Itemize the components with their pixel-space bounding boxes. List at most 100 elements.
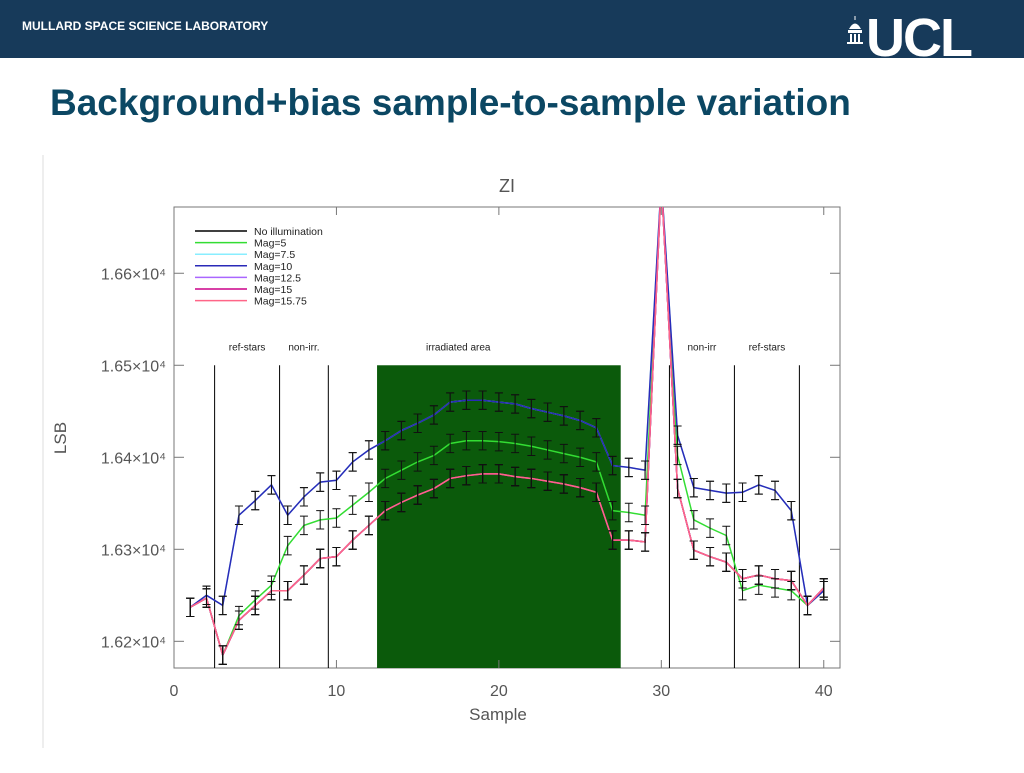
error-bar — [186, 597, 195, 617]
error-bar — [462, 390, 471, 410]
legend-label: Mag=5 — [254, 238, 287, 250]
error-bar — [787, 570, 796, 591]
error-bar — [559, 443, 568, 464]
error-bar — [511, 433, 520, 454]
error-bar — [413, 452, 422, 472]
y-tick-label: 1.65×10⁴ — [101, 358, 166, 375]
error-bar — [803, 595, 812, 616]
error-bar — [316, 472, 325, 492]
error-bar — [657, 172, 665, 190]
error-bar — [494, 431, 503, 452]
error-bar — [283, 505, 292, 525]
error-bar — [332, 508, 341, 528]
x-tick-label: 30 — [652, 683, 670, 700]
error-bar — [689, 540, 698, 560]
chart-title: ZI — [499, 176, 515, 196]
error-bar — [738, 569, 747, 589]
error-bar — [381, 468, 390, 489]
error-bar — [559, 406, 568, 426]
error-bar — [397, 460, 406, 480]
error-bar — [657, 172, 665, 190]
error-bar — [348, 495, 357, 515]
error-bar — [608, 455, 617, 476]
x-axis-label: Sample — [469, 705, 527, 724]
error-bar — [576, 410, 585, 431]
error-bar — [543, 402, 552, 422]
error-bar — [332, 546, 341, 567]
error-bar — [592, 452, 601, 472]
region-label: non-irr — [687, 342, 717, 353]
error-bar — [608, 530, 617, 550]
error-bar — [657, 172, 665, 190]
legend-label: No illumination — [254, 226, 323, 238]
error-bar — [641, 460, 650, 480]
error-bar — [706, 546, 715, 567]
error-bar — [478, 431, 487, 451]
error-bar — [641, 505, 650, 525]
x-tick-label: 20 — [490, 683, 508, 700]
y-tick-label: 1.62×10⁴ — [101, 634, 166, 651]
error-bar — [251, 490, 260, 511]
error-bar — [299, 565, 308, 585]
error-bar — [754, 475, 763, 495]
series-line — [189, 207, 825, 658]
error-bar — [706, 480, 715, 501]
error-bar — [397, 420, 406, 441]
error-bar — [657, 172, 665, 190]
region-label: irradiated area — [426, 342, 491, 353]
region-label: non-irr. — [288, 342, 319, 353]
error-bar — [543, 471, 552, 491]
error-bar — [332, 470, 341, 490]
error-bar — [754, 565, 763, 585]
y-tick-label: 1.66×10⁴ — [101, 266, 166, 283]
error-bar — [299, 487, 308, 507]
error-bar — [446, 468, 455, 489]
error-bar — [722, 552, 731, 572]
series-line — [189, 207, 825, 608]
x-tick-label: 0 — [170, 683, 179, 700]
error-bar — [576, 477, 585, 498]
error-bar — [446, 433, 455, 454]
error-bar — [543, 440, 552, 460]
error-bar — [267, 475, 276, 495]
error-bar — [722, 525, 731, 546]
legend-label: Mag=7.5 — [254, 249, 295, 261]
error-bar — [576, 447, 585, 467]
error-bar — [527, 468, 536, 489]
error-bar — [381, 431, 390, 451]
error-bar — [316, 510, 325, 530]
y-tick-label: 1.63×10⁴ — [101, 542, 166, 559]
legend-label: Mag=12.5 — [254, 272, 301, 284]
error-bar — [657, 172, 665, 190]
error-bar — [413, 413, 422, 433]
error-bar — [348, 452, 357, 472]
plot-area — [186, 172, 828, 668]
x-tick-label: 40 — [815, 683, 833, 700]
region-label: ref-stars — [749, 342, 786, 353]
error-bar — [251, 595, 260, 616]
error-bar — [218, 645, 227, 665]
error-bar — [624, 502, 633, 523]
error-bar — [429, 405, 438, 425]
error-bar — [819, 578, 828, 598]
error-bar — [413, 485, 422, 505]
error-bar — [283, 535, 292, 556]
error-bar — [381, 500, 390, 521]
error-bar — [364, 515, 373, 536]
error-bar — [559, 474, 568, 494]
error-bar — [771, 480, 780, 501]
error-bar — [429, 478, 438, 499]
error-bar — [234, 505, 243, 525]
error-bar — [787, 500, 796, 521]
error-bar — [592, 418, 601, 438]
error-bar — [673, 425, 682, 445]
error-bar — [657, 172, 665, 190]
error-bar — [462, 431, 471, 451]
error-bar — [364, 440, 373, 460]
error-bar — [364, 482, 373, 502]
error-bar — [494, 464, 503, 484]
error-bar — [641, 532, 650, 552]
error-bar — [429, 445, 438, 466]
error-bar — [511, 394, 520, 414]
